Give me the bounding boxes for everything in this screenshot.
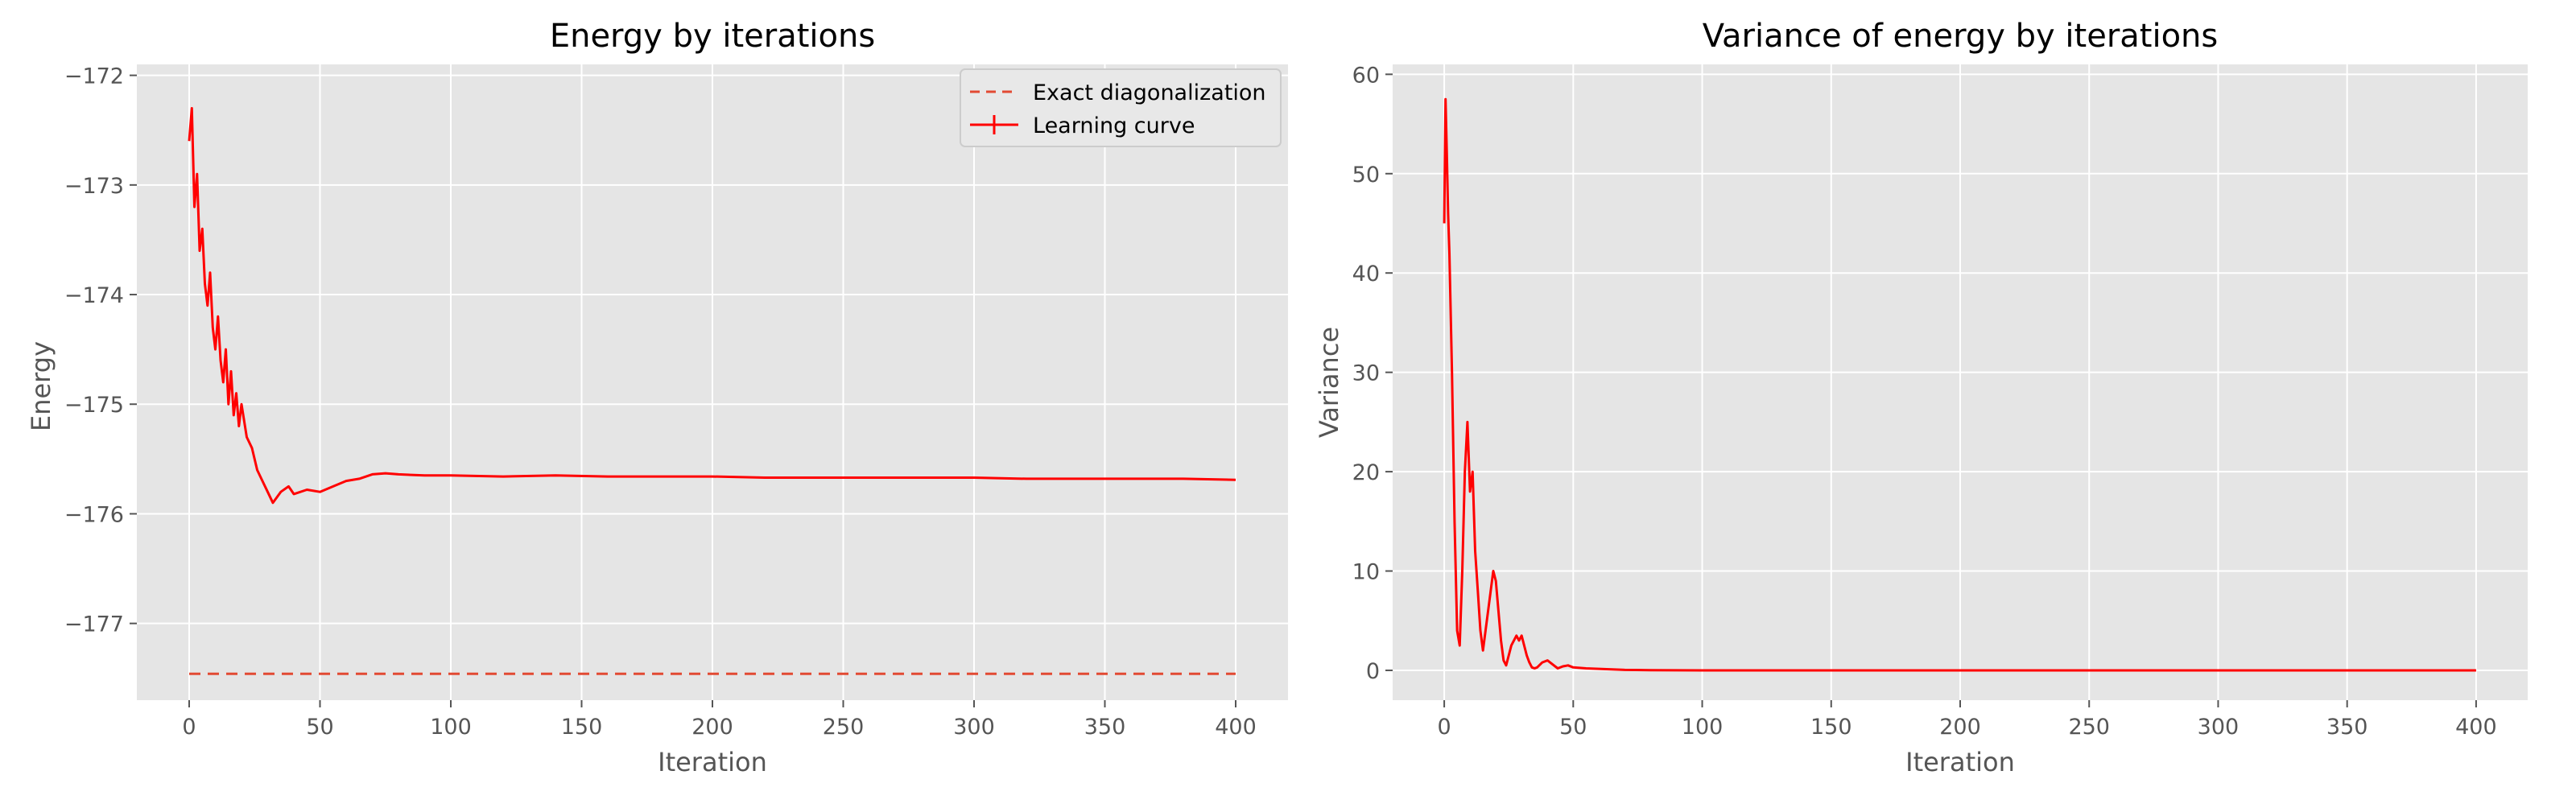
variance-x-tick-label: 100 — [1682, 715, 1724, 740]
variance-y-tick-label: 10 — [1352, 560, 1380, 585]
variance-x-tick-label: 350 — [2326, 715, 2368, 740]
variance-y-tick-label: 40 — [1352, 262, 1380, 287]
energy-x-tick-label: 300 — [953, 715, 995, 740]
legend-label-learning-curve: Learning curve — [1033, 113, 1195, 138]
energy-x-tick-label: 200 — [691, 715, 733, 740]
energy-x-axis-label: Iteration — [658, 747, 767, 777]
energy-y-tick-label: −174 — [64, 283, 124, 308]
energy-y-tick-label: −175 — [64, 393, 124, 418]
variance-x-tick-label: 150 — [1810, 715, 1852, 740]
energy-y-axis-label: Energy — [26, 341, 56, 431]
energy-series — [188, 107, 1236, 675]
energy-x-tick-label: 100 — [430, 715, 472, 740]
variance-y-tick-label: 30 — [1352, 361, 1380, 386]
variance-chart: 0 50 100 150 200 250 300 350 400 0 10 20 30 40 50 60 Va… — [1314, 18, 2528, 777]
energy-x-tick-label: 50 — [306, 715, 333, 740]
energy-x-tick-label: 350 — [1084, 715, 1126, 740]
variance-y-axis-label: Variance — [1314, 327, 1344, 438]
energy-x-tick-label: 0 — [182, 715, 196, 740]
variance-y-tick-label: 50 — [1352, 163, 1380, 188]
variance-y-tick-label: 60 — [1352, 63, 1380, 88]
energy-y-tick-label: −176 — [64, 502, 124, 527]
legend-label-exact-diagonalization: Exact diagonalization — [1033, 80, 1266, 105]
variance-y-tick-label: 20 — [1352, 460, 1380, 485]
energy-ticks: 0 50 100 150 200 250 300 350 400 −177 −176 −175 −174… — [64, 64, 1257, 740]
variance-x-tick-label: 300 — [2198, 715, 2240, 740]
variance-x-tick-label: 0 — [1437, 715, 1451, 740]
energy-legend: Exact diagonalization Learning curve — [960, 68, 1282, 147]
energy-y-tick-label: −177 — [64, 612, 124, 637]
energy-x-tick-label: 250 — [823, 715, 865, 740]
variance-x-tick-label: 250 — [2068, 715, 2110, 740]
energy-x-tick-label: 150 — [561, 715, 603, 740]
energy-y-tick-label: −172 — [64, 64, 124, 89]
energy-chart: 0 50 100 150 200 250 300 350 400 −177 −176 −175 −174… — [26, 18, 1288, 777]
energy-gridlines — [137, 64, 1288, 700]
legend-box — [960, 68, 1282, 147]
energy-x-tick-label: 400 — [1215, 715, 1257, 740]
series-line-learning-curve — [188, 107, 1236, 505]
variance-x-tick-label: 400 — [2455, 715, 2497, 740]
variance-x-tick-label: 50 — [1559, 715, 1587, 740]
series-line-variance-curve — [1443, 97, 2476, 672]
variance-series — [1443, 97, 2476, 672]
energy-y-tick-label: −173 — [64, 174, 124, 199]
variance-x-axis-label: Iteration — [1905, 747, 2015, 777]
variance-y-tick-label: 0 — [1366, 659, 1380, 684]
variance-x-tick-label: 200 — [1939, 715, 1981, 740]
variance-ticks: 0 50 100 150 200 250 300 350 400 0 10 20 30 40 50 60 — [1352, 63, 2497, 740]
variance-chart-title: Variance of energy by iterations — [1703, 18, 2218, 55]
energy-chart-title: Energy by iterations — [550, 18, 875, 55]
